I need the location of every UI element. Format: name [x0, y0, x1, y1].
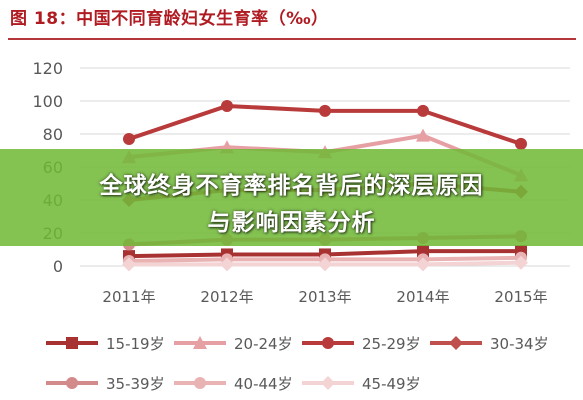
legend-item: 30-34岁: [430, 335, 549, 353]
x-tick-label: 2015年: [494, 288, 547, 306]
legend-item: 35-39岁: [46, 375, 165, 393]
y-tick-label: 0: [53, 257, 63, 276]
data-point-marker: [221, 99, 233, 112]
data-point-marker: [66, 377, 78, 389]
overlay-banner: [0, 149, 583, 246]
series-2: [123, 99, 527, 150]
data-point-marker: [318, 257, 332, 272]
x-tick-label: 2011年: [102, 288, 155, 306]
data-point-marker: [449, 336, 463, 350]
data-point-marker: [514, 255, 528, 270]
legend-item: 25-29岁: [302, 335, 421, 353]
banner-subheadline: 与影响因素分析: [207, 210, 376, 236]
title-divider: [8, 38, 576, 40]
series-6: [122, 255, 528, 272]
legend-label: 15-19岁: [106, 335, 165, 353]
legend-item: 45-49岁: [302, 375, 421, 393]
legend-label: 35-39岁: [106, 375, 165, 393]
data-point-marker: [122, 257, 136, 272]
data-point-marker: [319, 104, 331, 117]
legend-item: 20-24岁: [174, 335, 293, 353]
data-point-marker: [515, 137, 527, 150]
y-tick-label: 80: [43, 125, 63, 144]
data-point-marker: [220, 257, 234, 272]
data-point-marker: [416, 257, 430, 272]
x-tick-label: 2014年: [396, 288, 449, 306]
data-point-marker: [321, 376, 335, 390]
legend-label: 25-29岁: [362, 335, 421, 353]
y-tick-label: 100: [32, 92, 63, 111]
data-point-marker: [194, 377, 206, 389]
legend-item: 40-44岁: [174, 375, 293, 393]
data-point-marker: [417, 104, 429, 117]
y-tick-label: 120: [32, 59, 63, 78]
data-point-marker: [193, 336, 207, 349]
data-point-marker: [417, 245, 429, 258]
x-tick-label: 2012年: [200, 288, 253, 306]
data-point-marker: [322, 337, 334, 349]
banner-headline: 全球终身不育率排名背后的深层原因: [99, 173, 484, 199]
data-point-marker: [123, 132, 135, 145]
legend-label: 30-34岁: [490, 335, 549, 353]
legend-label: 45-49岁: [362, 375, 421, 393]
data-point-marker: [66, 337, 78, 349]
legend-label: 40-44岁: [234, 375, 293, 393]
data-point-marker: [416, 128, 430, 142]
legend-item: 15-19岁: [46, 335, 165, 353]
chart-title: 图 18：中国不同育龄妇女生育率（‰）: [10, 9, 329, 29]
x-tick-label: 2013年: [298, 288, 351, 306]
legend-label: 20-24岁: [234, 335, 293, 353]
